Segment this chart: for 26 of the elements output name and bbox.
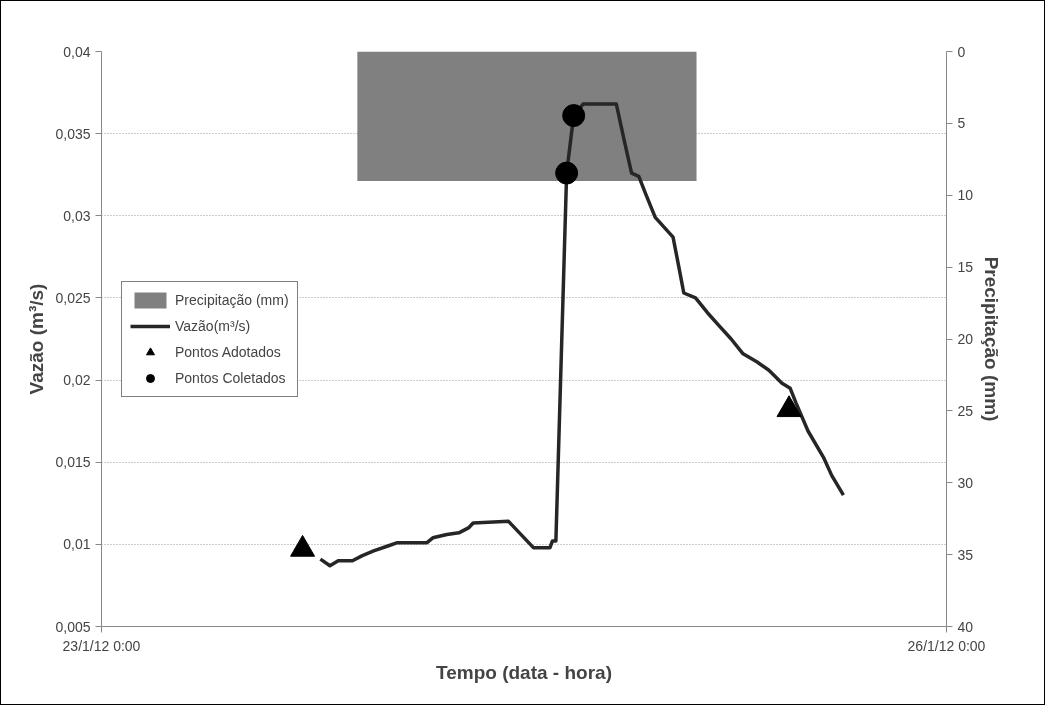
y2-axis-title: Precipitação (mm) <box>981 256 1003 422</box>
y2-tick-label: 40 <box>957 618 974 635</box>
legend-label: Precipitação (mm) <box>175 291 289 308</box>
y2-tick-label: 10 <box>957 187 974 204</box>
x-axis-title: Tempo (data - hora) <box>436 661 612 683</box>
y2-tick-label: 30 <box>957 474 974 491</box>
y-tick-label: 0,015 <box>55 454 91 471</box>
y2-tick-label: 20 <box>957 331 974 347</box>
legend-label: Pontos Adotados <box>175 343 281 360</box>
y-axis-title: Vazão (m³/s) <box>26 283 48 395</box>
y-tick-label: 0,04 <box>63 43 91 60</box>
x-tick-label: 23/1/12 0:00 <box>62 637 141 654</box>
x-tick-label: 26/1/12 0:00 <box>907 637 986 654</box>
y-tick-label: 0,03 <box>63 207 91 224</box>
y-tick-label: 0,01 <box>63 536 91 553</box>
y-tick-label: 0,005 <box>55 618 91 635</box>
y2-tick-label: 15 <box>957 259 974 276</box>
y-tick-label: 0,02 <box>63 372 91 389</box>
y-tick-label: 0,025 <box>55 289 91 306</box>
y2-tick-label: 35 <box>957 546 974 563</box>
y-tick-label: 0,035 <box>55 125 91 142</box>
y2-tick-label: 5 <box>957 115 966 132</box>
legend-label: Pontos Coletados <box>175 369 286 386</box>
y2-tick-label: 0 <box>957 43 966 60</box>
y2-tick-label: 25 <box>957 402 974 419</box>
legend-label: Vazão(m³/s) <box>175 317 251 334</box>
